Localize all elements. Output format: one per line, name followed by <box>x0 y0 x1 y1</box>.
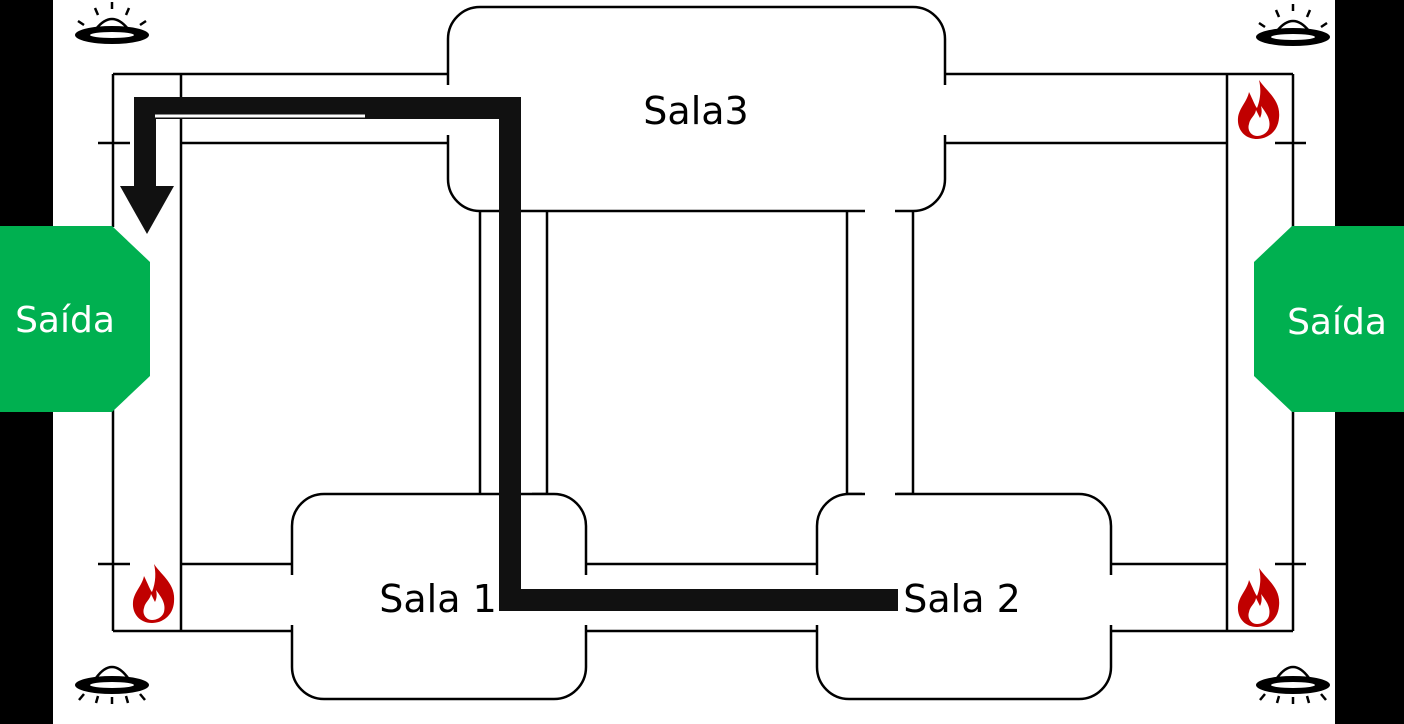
evacuation-route <box>134 97 898 611</box>
exit-right-label: Saída <box>1287 302 1387 343</box>
exit-left <box>0 226 150 412</box>
route-arrow <box>120 186 174 234</box>
room-label-sala2: Sala 2 <box>903 577 1021 621</box>
exit-right <box>1254 226 1404 412</box>
corridor-walls <box>98 72 1306 633</box>
exit-left-label: Saída <box>15 300 115 341</box>
room-label-sala3: Sala3 <box>643 89 748 133</box>
room-label-sala1: Sala 1 <box>379 577 497 621</box>
